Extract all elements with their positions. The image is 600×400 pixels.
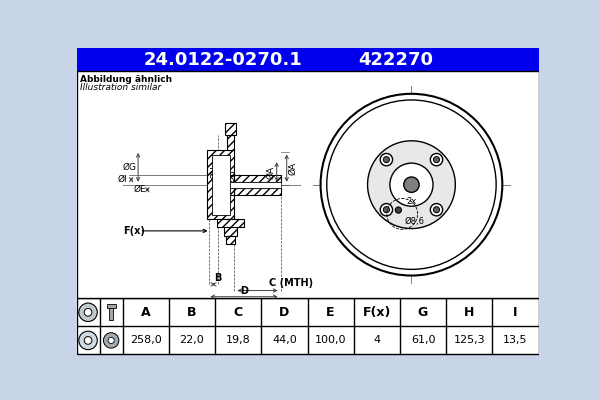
Text: 100,0: 100,0 (315, 336, 346, 346)
Bar (107, 304, 116, 308)
Text: F(x): F(x) (362, 306, 391, 319)
Text: 422270: 422270 (359, 50, 434, 68)
Bar (215, 188, 281, 195)
Circle shape (433, 156, 440, 163)
Bar (212, 155, 230, 215)
Circle shape (430, 204, 443, 216)
Text: F(x): F(x) (123, 226, 145, 236)
Circle shape (84, 336, 92, 344)
Text: Illustration similar: Illustration similar (80, 83, 161, 92)
Text: 125,3: 125,3 (454, 336, 485, 346)
Text: ØH: ØH (227, 169, 236, 183)
Text: I: I (513, 306, 518, 319)
Circle shape (433, 207, 440, 213)
Bar (226, 236, 235, 244)
Circle shape (79, 303, 97, 322)
Bar (215, 175, 281, 182)
Circle shape (404, 177, 419, 192)
Circle shape (380, 204, 392, 216)
Circle shape (383, 156, 389, 163)
Text: ØI: ØI (118, 175, 127, 184)
Circle shape (103, 333, 119, 348)
Text: ØA: ØA (288, 162, 297, 175)
Text: 22,0: 22,0 (179, 336, 205, 346)
Bar (77, 298, 539, 354)
Text: E: E (326, 306, 335, 319)
Text: Ø8,6: Ø8,6 (404, 217, 425, 226)
Circle shape (380, 154, 392, 166)
Text: Ate: Ate (393, 125, 461, 159)
Bar (217, 219, 244, 227)
Text: H: H (464, 306, 475, 319)
Text: 13,5: 13,5 (503, 336, 527, 346)
Text: D: D (279, 306, 290, 319)
Text: 4: 4 (373, 336, 380, 346)
Bar (215, 182, 281, 188)
Bar (109, 305, 113, 320)
Bar (215, 188, 235, 195)
Circle shape (390, 163, 433, 206)
Text: 61,0: 61,0 (411, 336, 435, 346)
Circle shape (320, 94, 502, 276)
Text: 19,8: 19,8 (226, 336, 251, 346)
Circle shape (79, 331, 97, 350)
Bar (215, 175, 235, 182)
Bar (77, 48, 539, 71)
Text: G: G (418, 306, 428, 319)
Bar (77, 71, 539, 298)
Circle shape (84, 308, 92, 316)
Text: Abbildung ähnlich: Abbildung ähnlich (80, 75, 172, 84)
Text: 44,0: 44,0 (272, 336, 297, 346)
Text: B: B (187, 306, 197, 319)
Bar (208, 150, 235, 219)
Text: ØH: ØH (211, 165, 220, 179)
Text: 258,0: 258,0 (130, 336, 161, 346)
Circle shape (430, 154, 443, 166)
Text: 2x: 2x (406, 197, 416, 206)
Bar (227, 135, 233, 150)
Text: ØG: ØG (122, 163, 137, 172)
Text: ØE: ØE (133, 185, 146, 194)
Circle shape (368, 141, 455, 228)
Text: 24.0122-0270.1: 24.0122-0270.1 (143, 50, 302, 68)
Circle shape (395, 207, 401, 213)
Text: B: B (214, 273, 221, 283)
Text: C: C (233, 306, 243, 319)
Text: C (MTH): C (MTH) (269, 278, 313, 288)
Bar (224, 219, 238, 236)
Bar (225, 123, 236, 135)
Circle shape (383, 207, 389, 213)
Circle shape (108, 337, 114, 344)
Text: D: D (240, 286, 248, 296)
Text: A: A (141, 306, 151, 319)
Text: ØA: ØA (266, 166, 275, 178)
